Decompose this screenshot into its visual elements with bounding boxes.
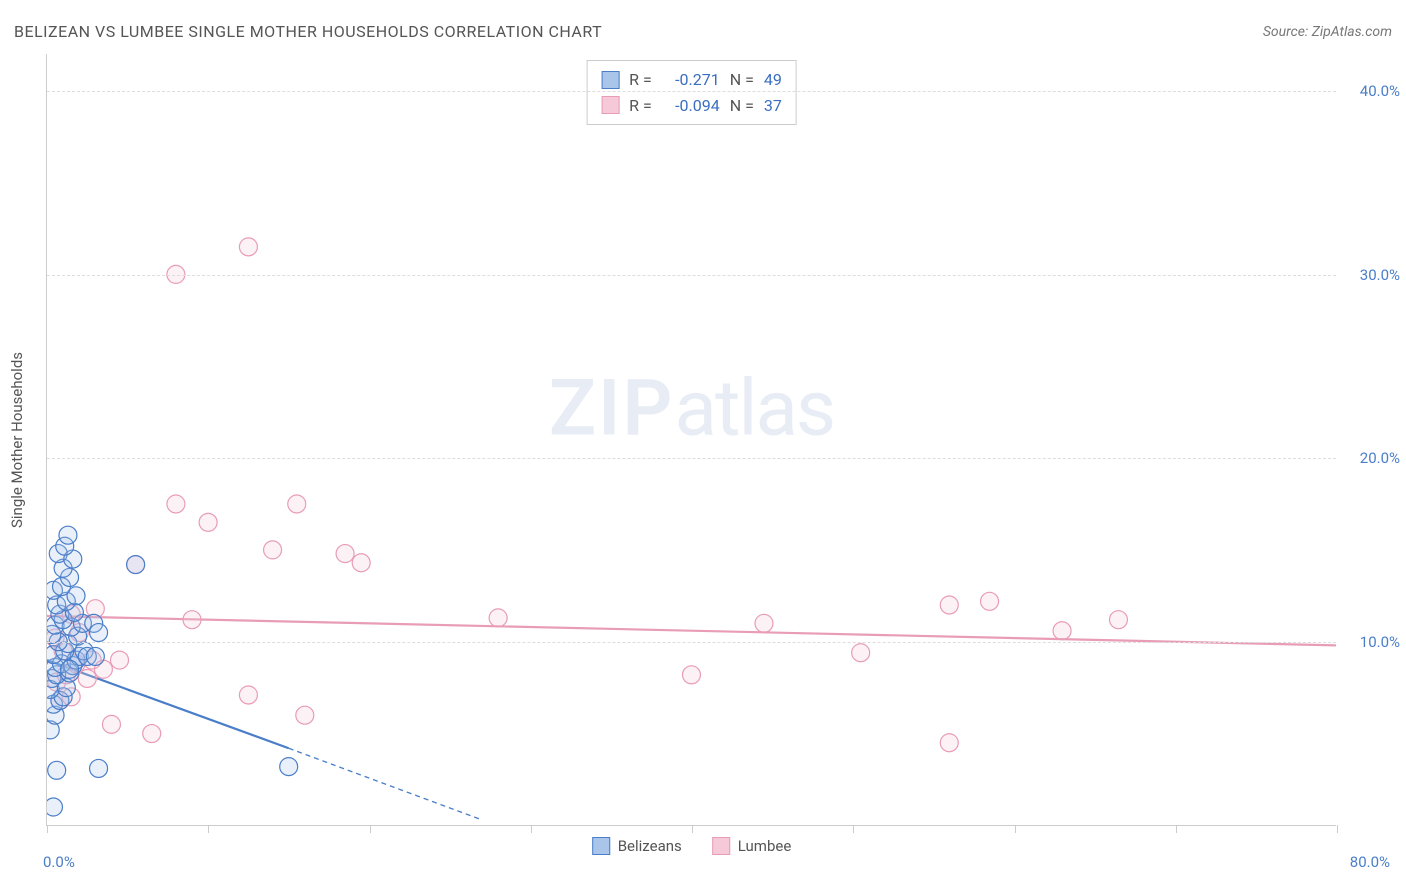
legend-label-belizeans: Belizeans	[618, 837, 682, 855]
gridline-h	[47, 458, 1336, 459]
data-point	[296, 706, 314, 724]
n-label: N =	[730, 93, 754, 119]
x-tick	[1176, 825, 1177, 833]
data-point	[852, 644, 870, 662]
swatch-belizeans-icon	[592, 837, 610, 855]
data-point	[111, 651, 129, 669]
data-point	[90, 624, 108, 642]
data-point	[755, 614, 773, 632]
chart-plot-area: Single Mother Households ZIPatlas R = -0…	[46, 54, 1336, 826]
x-tick	[853, 825, 854, 833]
r-label: R =	[629, 67, 652, 93]
y-axis-title: Single Mother Households	[8, 351, 26, 527]
gridline-h	[47, 91, 1336, 92]
data-point	[78, 669, 96, 687]
y-tick-label: 20.0%	[1344, 449, 1400, 467]
data-point	[940, 734, 958, 752]
x-tick	[208, 825, 209, 833]
x-min-label: 0.0%	[43, 853, 75, 871]
data-point	[143, 725, 161, 743]
x-tick	[531, 825, 532, 833]
n-label: N =	[730, 67, 754, 93]
swatch-belizeans	[601, 71, 619, 89]
x-tick	[47, 825, 48, 833]
n-value-belizeans: 49	[764, 67, 782, 93]
x-tick	[1015, 825, 1016, 833]
trend-line	[47, 616, 1336, 645]
data-point	[1053, 622, 1071, 640]
y-tick-label: 10.0%	[1344, 633, 1400, 651]
correlation-stats-box: R = -0.271 N = 49 R = -0.094 N = 37	[586, 60, 797, 125]
data-point	[61, 660, 79, 678]
data-point	[682, 666, 700, 684]
data-point	[239, 238, 257, 256]
r-value-lumbee: -0.094	[662, 93, 720, 119]
legend-label-lumbee: Lumbee	[738, 837, 792, 855]
x-max-label: 80.0%	[1350, 853, 1390, 871]
legend-item-belizeans: Belizeans	[592, 837, 682, 855]
x-tick	[1337, 825, 1338, 833]
data-point	[264, 541, 282, 559]
r-value-belizeans: -0.271	[662, 67, 720, 93]
data-point	[48, 761, 66, 779]
data-point	[59, 526, 77, 544]
swatch-lumbee	[601, 96, 619, 114]
stats-row-lumbee: R = -0.094 N = 37	[601, 93, 782, 119]
x-tick	[370, 825, 371, 833]
data-point	[167, 495, 185, 513]
x-tick	[692, 825, 693, 833]
data-point	[90, 759, 108, 777]
data-point	[280, 758, 298, 776]
data-point	[352, 554, 370, 572]
data-point	[86, 647, 104, 665]
data-point	[47, 798, 62, 816]
y-tick-label: 30.0%	[1344, 266, 1400, 284]
data-point	[199, 513, 217, 531]
series-legend: Belizeans Lumbee	[592, 837, 792, 855]
gridline-h	[47, 642, 1336, 643]
stats-row-belizeans: R = -0.271 N = 49	[601, 67, 782, 93]
n-value-lumbee: 37	[764, 93, 782, 119]
scatter-plot-svg	[47, 54, 1336, 825]
swatch-lumbee-icon	[712, 837, 730, 855]
data-point	[336, 545, 354, 563]
y-tick-label: 40.0%	[1344, 82, 1400, 100]
data-point	[1109, 611, 1127, 629]
trend-line-extrapolated	[289, 748, 482, 820]
r-label: R =	[629, 93, 652, 119]
data-point	[489, 609, 507, 627]
data-point	[127, 556, 145, 574]
data-point	[183, 611, 201, 629]
data-point	[239, 686, 257, 704]
legend-item-lumbee: Lumbee	[712, 837, 792, 855]
chart-title: BELIZEAN VS LUMBEE SINGLE MOTHER HOUSEHO…	[14, 22, 602, 41]
source-attribution: Source: ZipAtlas.com	[1263, 24, 1392, 40]
data-point	[981, 592, 999, 610]
data-point	[288, 495, 306, 513]
data-point	[102, 715, 120, 733]
gridline-h	[47, 275, 1336, 276]
data-point	[940, 596, 958, 614]
